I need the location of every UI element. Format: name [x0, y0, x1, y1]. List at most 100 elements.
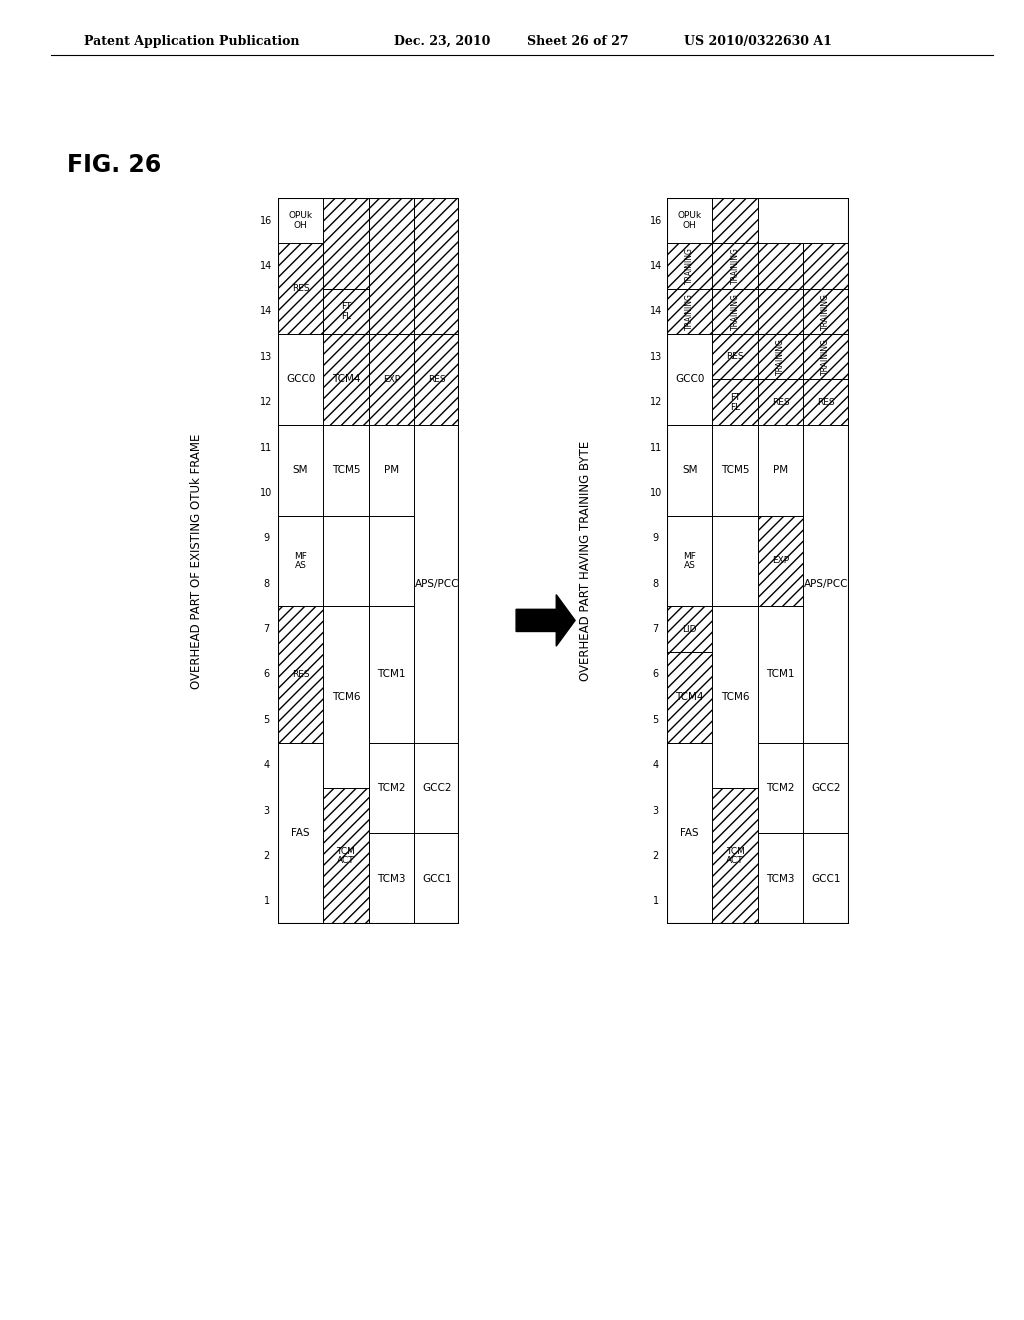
Bar	[803, 425, 849, 742]
Text: 7: 7	[652, 624, 658, 634]
Text: GCC2: GCC2	[811, 783, 841, 793]
Bar	[278, 742, 324, 924]
Text: SM: SM	[682, 465, 697, 475]
Text: 11: 11	[649, 442, 662, 453]
Text: RES: RES	[292, 671, 309, 678]
Bar	[369, 198, 414, 334]
Text: 8: 8	[652, 578, 658, 589]
Bar	[667, 334, 713, 425]
Bar	[324, 516, 369, 606]
Text: 14: 14	[649, 261, 662, 271]
Text: 2: 2	[652, 851, 658, 861]
Text: FIG. 26: FIG. 26	[67, 153, 161, 177]
Text: EXP: EXP	[383, 375, 400, 384]
Text: MF
AS: MF AS	[683, 552, 696, 570]
Text: FT
FL: FT FL	[730, 393, 740, 412]
Text: APS/PCC: APS/PCC	[415, 578, 459, 589]
Bar	[414, 334, 460, 425]
Text: RES: RES	[428, 375, 445, 384]
Bar	[667, 606, 713, 652]
Text: GCC0: GCC0	[675, 375, 705, 384]
Text: TCM4: TCM4	[332, 375, 360, 384]
Text: 14: 14	[649, 306, 662, 317]
FancyArrow shape	[516, 594, 575, 645]
Bar	[278, 606, 324, 742]
Bar	[758, 425, 803, 516]
Text: 10: 10	[649, 488, 662, 498]
Text: 5: 5	[652, 715, 658, 725]
Text: TCM4: TCM4	[676, 692, 703, 702]
Text: 9: 9	[263, 533, 269, 544]
Bar	[758, 833, 803, 924]
Bar	[278, 334, 324, 425]
Bar	[803, 243, 849, 289]
Bar	[278, 425, 324, 516]
Text: FAS: FAS	[291, 828, 310, 838]
Bar	[324, 289, 369, 334]
Bar	[667, 198, 713, 243]
Text: Sheet 26 of 27: Sheet 26 of 27	[527, 34, 629, 48]
Text: 4: 4	[263, 760, 269, 770]
Bar	[667, 652, 713, 742]
Text: 1: 1	[263, 896, 269, 907]
Text: US 2010/0322630 A1: US 2010/0322630 A1	[684, 34, 831, 48]
Text: TCM
ACT: TCM ACT	[726, 846, 744, 866]
Text: 16: 16	[649, 215, 662, 226]
Text: RES: RES	[726, 352, 743, 362]
Text: MF
AS: MF AS	[294, 552, 307, 570]
Bar	[414, 425, 460, 742]
Text: TCM5: TCM5	[332, 465, 360, 475]
Bar	[758, 742, 803, 833]
Bar	[369, 334, 414, 425]
Text: TRAINING: TRAINING	[730, 293, 739, 330]
Text: 2: 2	[263, 851, 269, 861]
Text: FT
FL: FT FL	[341, 302, 351, 321]
Text: 6: 6	[652, 669, 658, 680]
Bar	[369, 425, 414, 516]
Bar	[758, 289, 803, 334]
Bar	[758, 334, 803, 379]
Bar	[758, 606, 803, 742]
Text: RES: RES	[292, 284, 309, 293]
Bar	[414, 833, 460, 924]
Text: TCM6: TCM6	[721, 692, 750, 702]
Bar	[667, 425, 713, 516]
Bar	[278, 516, 324, 606]
Bar	[324, 334, 369, 425]
Text: 13: 13	[649, 352, 662, 362]
Bar	[369, 833, 414, 924]
Bar	[667, 289, 713, 334]
Text: TCM3: TCM3	[766, 874, 795, 883]
Bar	[324, 606, 369, 788]
Text: PM: PM	[773, 465, 788, 475]
Text: 12: 12	[649, 397, 662, 407]
Bar	[324, 425, 369, 516]
Text: PM: PM	[384, 465, 399, 475]
Text: FAS: FAS	[680, 828, 699, 838]
Text: TRAINING: TRAINING	[821, 293, 830, 330]
Text: 9: 9	[652, 533, 658, 544]
Text: GCC2: GCC2	[422, 783, 452, 793]
Text: TCM2: TCM2	[766, 783, 795, 793]
Bar	[667, 742, 713, 924]
Bar	[803, 833, 849, 924]
Text: 12: 12	[260, 397, 272, 407]
Text: TRAINING: TRAINING	[776, 338, 785, 375]
Bar	[713, 334, 758, 379]
Text: 14: 14	[260, 306, 272, 317]
Bar	[803, 289, 849, 334]
Text: 16: 16	[260, 215, 272, 226]
Bar	[667, 243, 713, 289]
Bar	[369, 742, 414, 833]
Text: TCM1: TCM1	[377, 669, 406, 680]
Bar	[369, 606, 414, 742]
Text: OPUk
OH: OPUk OH	[289, 211, 312, 230]
Bar	[324, 788, 369, 924]
Text: 10: 10	[260, 488, 272, 498]
Text: GCC1: GCC1	[811, 874, 841, 883]
Bar	[713, 425, 758, 516]
Text: RES: RES	[772, 397, 790, 407]
Text: TRAINING: TRAINING	[730, 248, 739, 285]
Text: 8: 8	[263, 578, 269, 589]
Text: APS/PCC: APS/PCC	[804, 578, 848, 589]
